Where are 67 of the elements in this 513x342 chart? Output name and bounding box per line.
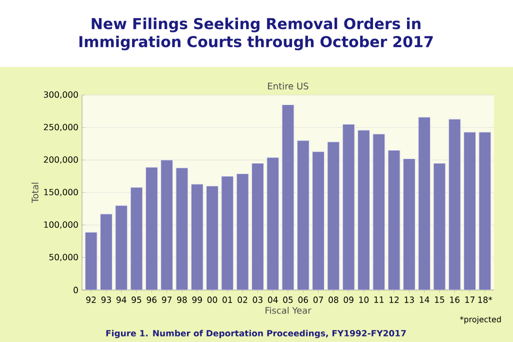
bar <box>463 132 476 290</box>
bar <box>478 132 492 290</box>
x-tick-label: 95 <box>132 296 142 303</box>
bar <box>372 134 386 290</box>
bar <box>221 176 234 290</box>
bar <box>145 166 158 290</box>
bar <box>176 168 188 290</box>
bar <box>327 142 340 290</box>
bar <box>130 187 143 290</box>
y-tick-label: 300,000 <box>44 91 78 99</box>
bar <box>236 173 249 290</box>
y-tick-label: 100,000 <box>44 221 78 229</box>
bar <box>251 162 264 290</box>
x-tick-label: 08 <box>328 296 338 303</box>
bar <box>342 124 355 290</box>
x-tick-label: 13 <box>404 296 414 303</box>
bar <box>296 140 310 290</box>
x-tick-label: 15 <box>435 296 444 303</box>
bar <box>312 151 325 290</box>
x-tick-label: 97 <box>162 296 172 303</box>
x-tick-label: 01 <box>222 296 232 303</box>
y-tick-label: 250,000 <box>44 124 78 132</box>
bar <box>433 162 446 290</box>
bar <box>160 160 174 290</box>
x-tick-label: 00 <box>207 296 218 303</box>
bar <box>206 186 219 290</box>
x-tick-label: 16 <box>450 296 460 303</box>
x-tick-label: 94 <box>116 296 126 303</box>
x-tick-label: 02 <box>238 296 248 303</box>
bar <box>100 214 113 290</box>
x-tick-label: 10 <box>359 296 369 303</box>
x-axis-title: Fiscal Year <box>266 306 312 314</box>
bar <box>418 116 431 290</box>
x-tick-label: 99 <box>192 296 202 303</box>
bar <box>266 157 280 290</box>
bar <box>357 130 370 290</box>
x-tick-label: 93 <box>101 296 111 303</box>
x-tick-label: 17 <box>465 296 474 303</box>
x-tick-label: 11 <box>374 296 384 303</box>
text: *projected <box>460 316 501 324</box>
bar <box>402 158 416 290</box>
bar <box>388 150 400 290</box>
x-tick-label: 12 <box>390 296 399 303</box>
y-axis-title: Total <box>31 182 38 204</box>
y-tick-label: 50,000 <box>49 254 78 262</box>
caption: Figure 1. Number of Deportation Proceedings, FY1992-FY2017 <box>106 330 406 338</box>
x-tick-label: 92 <box>86 296 96 303</box>
chart-subtitle: Entire US <box>268 82 308 90</box>
x-tick-label: 07 <box>313 296 323 303</box>
y-tick-label: 150,000 <box>44 188 78 196</box>
x-tick-label: 18* <box>478 296 492 303</box>
x-tick-label: 09 <box>344 296 354 303</box>
bar <box>190 184 204 290</box>
x-tick-label: 05 <box>283 296 293 303</box>
x-tick-label: 04 <box>268 296 278 303</box>
bar <box>282 104 294 290</box>
chart-title: New Filings Seeking Removal Orders in Immigration Courts through October 2017 <box>79 18 433 50</box>
bar <box>115 205 128 290</box>
bar <box>448 118 461 290</box>
x-tick-label: 06 <box>298 296 308 303</box>
x-tick-label: 03 <box>252 296 262 303</box>
x-tick-label: 98 <box>177 296 187 303</box>
y-tick-label: 200,000 <box>44 156 78 164</box>
bar <box>84 232 98 290</box>
y-tick-label: 0 <box>74 286 78 294</box>
x-tick-label: 96 <box>146 296 157 303</box>
x-tick-label: 14 <box>420 296 430 303</box>
